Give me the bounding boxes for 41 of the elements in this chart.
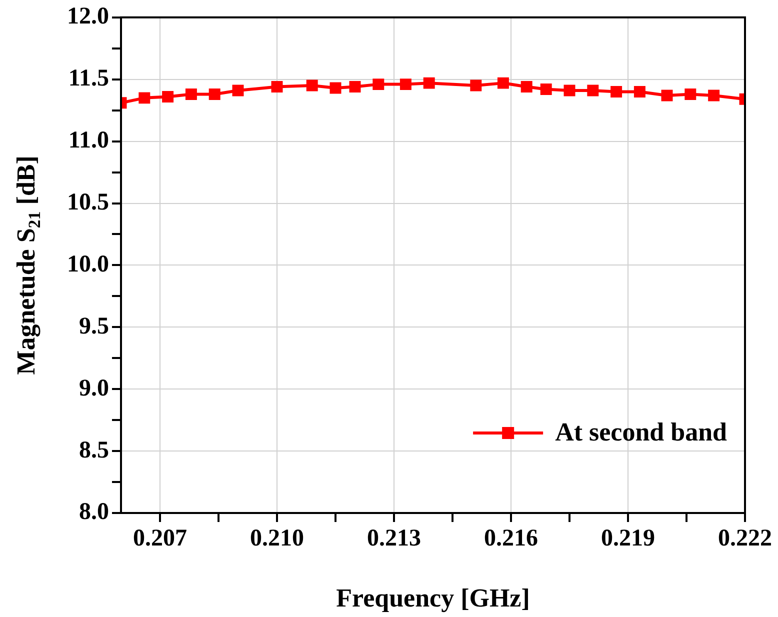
x-axis-title: Frequency [GHz]: [336, 584, 530, 613]
x-tick-label: 0.207: [133, 526, 187, 552]
y-tick-label: 8.5: [79, 437, 109, 464]
point: [708, 90, 720, 102]
point: [232, 84, 244, 96]
point: [271, 81, 283, 93]
point: [520, 81, 532, 93]
point: [661, 90, 673, 102]
y-tick-label: 8.0: [79, 499, 109, 526]
y-tick-label: 9.5: [79, 313, 109, 340]
point: [138, 92, 150, 104]
y-tick-label: 9.0: [79, 375, 109, 402]
y-tick-label: 10.0: [67, 251, 109, 278]
point: [372, 78, 384, 90]
point: [634, 86, 646, 98]
x-tick-label: 0.216: [484, 526, 538, 552]
y-tick-label: 11.5: [68, 66, 109, 92]
point: [208, 88, 220, 100]
point: [400, 78, 412, 90]
y-tick-label: 12.0: [67, 4, 109, 30]
point: [330, 82, 342, 94]
y-tick-label: 11.0: [68, 128, 109, 154]
point: [470, 80, 482, 92]
x-tick-label: 0.222: [718, 526, 772, 552]
x-tick-label: 0.219: [601, 526, 655, 552]
y-axis-title: Magnetude S21 [dB]: [12, 156, 44, 375]
point: [306, 80, 318, 92]
point: [349, 81, 361, 93]
point: [587, 84, 599, 96]
y-tick-label: 10.5: [67, 189, 109, 216]
legend-label: At second band: [555, 418, 728, 447]
point: [540, 84, 552, 96]
x-tick-label: 0.210: [250, 526, 304, 552]
point: [497, 77, 509, 89]
point: [610, 86, 622, 98]
point: [684, 88, 696, 100]
point: [162, 90, 174, 102]
x-tick-label: 0.213: [367, 526, 421, 552]
point: [564, 84, 576, 96]
point: [423, 77, 435, 89]
point: [185, 88, 197, 100]
